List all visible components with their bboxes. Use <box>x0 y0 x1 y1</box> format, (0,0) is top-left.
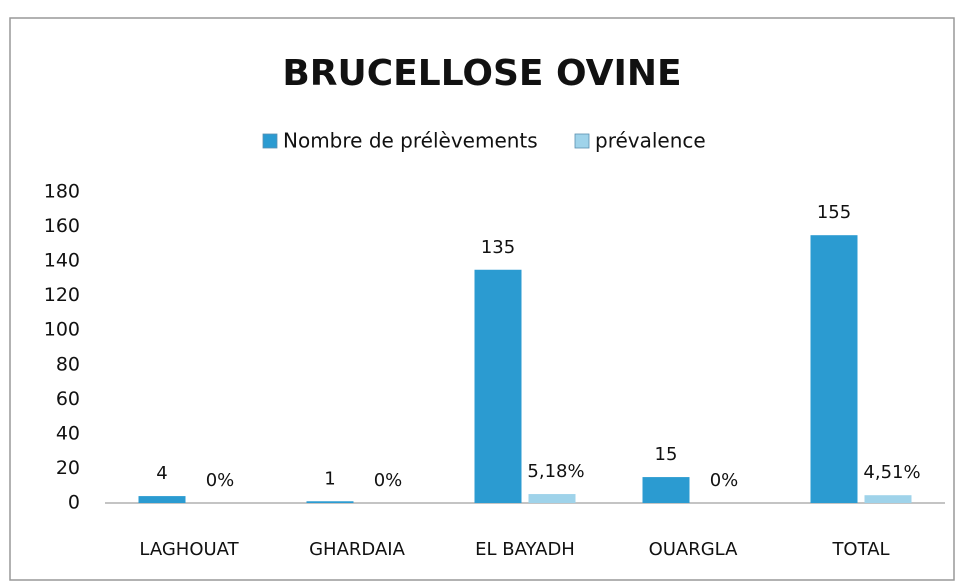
y-tick-label: 160 <box>44 215 80 237</box>
y-tick-label: 120 <box>44 284 80 306</box>
x-tick-label: TOTAL <box>831 539 889 560</box>
x-tick-label: EL BAYADH <box>475 539 575 560</box>
bar <box>864 495 912 503</box>
y-tick-label: 100 <box>44 319 80 341</box>
bar <box>306 501 354 503</box>
bar <box>642 477 690 503</box>
legend-swatch <box>574 133 590 149</box>
legend-label: Nombre de prélèvements <box>283 129 538 153</box>
y-tick-label: 60 <box>56 388 80 410</box>
data-label: 135 <box>481 237 515 258</box>
data-label: 0% <box>374 470 403 491</box>
data-label: 15 <box>655 444 678 465</box>
y-tick-label: 40 <box>56 422 80 444</box>
data-label: 155 <box>817 202 851 223</box>
x-tick-label: LAGHOUAT <box>139 539 239 560</box>
legend-label: prévalence <box>595 129 706 153</box>
chart-title: BRUCELLOSE OVINE <box>282 53 681 94</box>
bar <box>810 235 858 503</box>
data-label: 5,18% <box>527 461 584 482</box>
bar <box>138 496 186 503</box>
y-tick-label: 140 <box>44 250 80 272</box>
data-label: 4 <box>156 463 167 484</box>
bar <box>474 269 522 503</box>
y-tick-label: 0 <box>68 492 80 514</box>
legend-swatch <box>262 133 278 149</box>
bar <box>528 494 576 503</box>
y-tick-label: 180 <box>44 181 80 203</box>
data-label: 0% <box>710 470 739 491</box>
x-tick-label: GHARDAIA <box>309 539 405 560</box>
data-label: 4,51% <box>863 462 920 483</box>
data-label: 0% <box>206 470 235 491</box>
data-label: 1 <box>324 468 335 489</box>
y-tick-label: 20 <box>56 457 80 479</box>
x-tick-label: OUARGLA <box>649 539 739 560</box>
y-tick-label: 80 <box>56 353 80 375</box>
